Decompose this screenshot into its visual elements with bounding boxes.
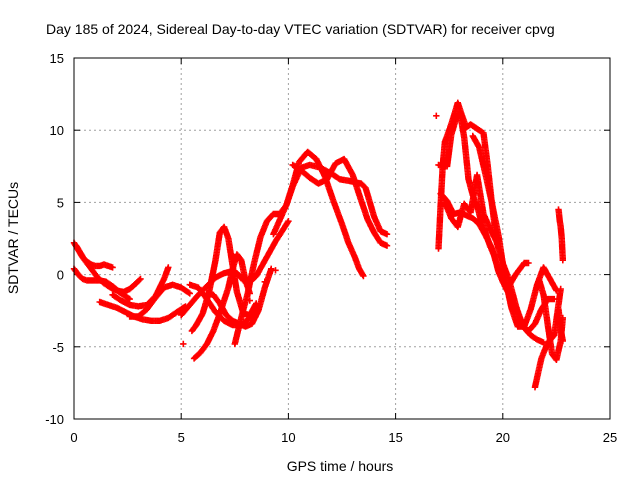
data-point xyxy=(360,272,367,280)
x-tick-label: 15 xyxy=(388,430,402,445)
data-point xyxy=(136,276,143,284)
series-arc-6 xyxy=(126,281,193,320)
series-arc-20 xyxy=(531,285,564,391)
x-tick-label: 0 xyxy=(70,430,77,445)
series-arc-19 xyxy=(469,132,560,330)
series-arc-23 xyxy=(555,306,566,345)
series-arc-22 xyxy=(555,206,566,264)
data-point xyxy=(109,264,116,271)
y-tick-label: 5 xyxy=(57,195,64,210)
series-arc-14 xyxy=(289,155,391,249)
data-point xyxy=(525,259,532,267)
data-point xyxy=(137,275,144,283)
data-point xyxy=(186,290,193,297)
y-tick-label: 10 xyxy=(50,123,64,138)
y-tick-label: -5 xyxy=(52,340,64,355)
data-point xyxy=(383,231,391,238)
y-tick-label: -10 xyxy=(45,412,64,427)
data-point xyxy=(185,289,192,296)
x-tick-label: 25 xyxy=(603,430,617,445)
y-tick-label: 0 xyxy=(57,268,64,283)
data-point xyxy=(557,285,564,293)
series-arc-12 xyxy=(231,161,391,348)
data-point xyxy=(268,265,275,272)
y-axis-label: SDTVAR / TECUs xyxy=(5,182,21,294)
data-point xyxy=(126,295,133,303)
series-isolated xyxy=(180,112,440,348)
x-tick-label: 20 xyxy=(496,430,510,445)
data-point xyxy=(246,297,253,304)
y-tick-label: 15 xyxy=(50,51,64,66)
data-point xyxy=(285,218,292,225)
data-point xyxy=(383,242,391,249)
chart-title: Day 185 of 2024, Sidereal Day-to-day VTE… xyxy=(46,21,555,37)
data-marks xyxy=(70,99,566,391)
data-point xyxy=(559,337,566,345)
data-point xyxy=(433,112,440,119)
x-tick-label: 5 xyxy=(178,430,185,445)
data-point xyxy=(272,267,279,274)
data-point xyxy=(559,257,566,264)
tick-labels: 0 5 10 15 20 25 -10 -5 0 5 10 15 xyxy=(45,51,617,445)
data-point xyxy=(261,278,268,285)
data-point xyxy=(180,340,187,348)
data-point xyxy=(165,264,172,271)
x-tick-label: 10 xyxy=(281,430,295,445)
grid-lines xyxy=(73,57,611,420)
x-axis-label: GPS time / hours xyxy=(287,458,394,474)
plot-frame xyxy=(73,57,611,420)
